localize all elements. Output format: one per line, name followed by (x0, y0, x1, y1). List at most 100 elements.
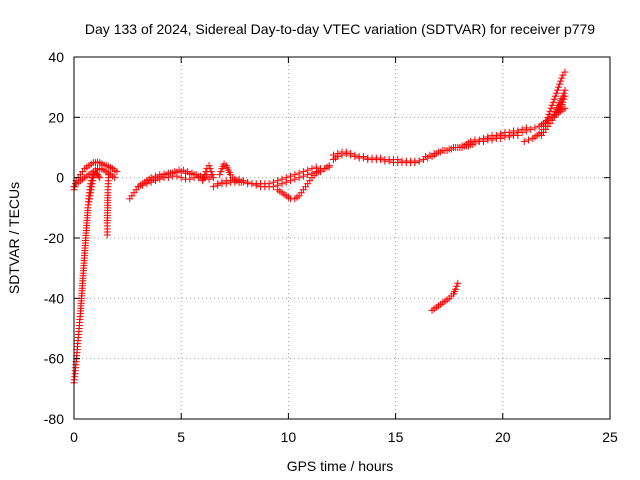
data-point (342, 148, 350, 156)
data-point (209, 183, 217, 191)
data-point (411, 159, 419, 167)
data-point (88, 180, 96, 188)
data-point (139, 181, 147, 189)
data-point (415, 157, 423, 165)
x-tick-label: 10 (281, 429, 297, 445)
data-point (544, 113, 552, 121)
data-point (134, 183, 142, 191)
data-point (192, 171, 200, 179)
data-point (546, 107, 554, 115)
series-segment (85, 169, 104, 206)
data-point (154, 174, 162, 182)
data-point (422, 153, 430, 161)
axis-ticks: 0 5 10 15 20 25 -80 -60 -40 -20 0 20 40 (44, 49, 618, 445)
data-point (520, 137, 528, 145)
series-segment (428, 279, 462, 314)
x-axis-label: GPS time / hours (287, 458, 394, 474)
data-point (377, 154, 385, 162)
data-point (553, 86, 561, 94)
series-segment (542, 68, 569, 127)
data-point (475, 136, 483, 144)
data-point (426, 151, 434, 159)
data-point (551, 92, 559, 100)
data-point (173, 172, 181, 180)
y-tick-label: 40 (48, 49, 64, 65)
y-tick-label: 0 (56, 170, 64, 186)
data-point (206, 165, 214, 173)
data-point (96, 174, 104, 182)
data-point (514, 127, 522, 135)
data-point (560, 95, 568, 103)
data-point (216, 171, 224, 179)
data-point (549, 98, 557, 106)
data-point (430, 150, 438, 158)
data-point (555, 83, 563, 91)
data-point (505, 128, 513, 136)
data-point (291, 175, 299, 183)
data-point (561, 68, 569, 76)
data-points (70, 68, 569, 387)
data-point (518, 125, 526, 133)
data-point (205, 175, 213, 183)
data-point (299, 172, 307, 180)
data-point (88, 183, 96, 191)
data-point (208, 171, 216, 179)
y-tick-label: 20 (48, 109, 64, 125)
series-segment (134, 172, 207, 191)
data-point (443, 147, 451, 155)
y-axis-label: SDTVAR / TECUs (6, 182, 22, 294)
data-point (244, 178, 252, 186)
data-point (199, 177, 207, 185)
data-point (321, 165, 329, 173)
x-tick-label: 15 (388, 429, 404, 445)
data-point (196, 172, 204, 180)
data-point (559, 98, 567, 106)
data-point (531, 124, 539, 132)
y-tick-label: -80 (44, 411, 64, 427)
data-point (89, 174, 97, 182)
data-point (278, 180, 286, 188)
data-point (166, 169, 174, 177)
data-point (86, 192, 94, 200)
data-point (207, 168, 215, 176)
data-point (454, 279, 462, 287)
data-point (162, 171, 170, 179)
data-point (184, 168, 192, 176)
data-point (522, 124, 530, 132)
data-point (188, 169, 196, 177)
data-point (347, 150, 355, 158)
data-point (560, 89, 568, 97)
series-segment (199, 162, 217, 185)
data-point (484, 133, 492, 141)
series-segment (216, 160, 245, 186)
data-point (95, 172, 103, 180)
data-point (214, 180, 222, 188)
data-point (179, 166, 187, 174)
data-point (113, 168, 121, 176)
y-tick-label: -60 (44, 351, 64, 367)
data-point (557, 77, 565, 85)
data-point (329, 151, 337, 159)
data-point (359, 153, 367, 161)
data-point (205, 162, 213, 170)
data-point (111, 174, 119, 182)
data-point (556, 80, 564, 88)
data-point (248, 180, 256, 188)
y-tick-label: -40 (44, 290, 64, 306)
data-point (86, 195, 94, 203)
data-point (89, 177, 97, 185)
x-tick-label: 20 (495, 429, 511, 445)
y-tick-label: -20 (44, 230, 64, 246)
x-tick-label: 25 (602, 429, 618, 445)
data-point (394, 156, 402, 164)
data-point (217, 168, 225, 176)
data-point (558, 74, 566, 82)
data-point (545, 110, 553, 118)
series-segment (274, 163, 333, 203)
data-point (149, 175, 157, 183)
data-point (252, 181, 260, 189)
data-point (527, 125, 535, 133)
data-point (269, 183, 277, 191)
